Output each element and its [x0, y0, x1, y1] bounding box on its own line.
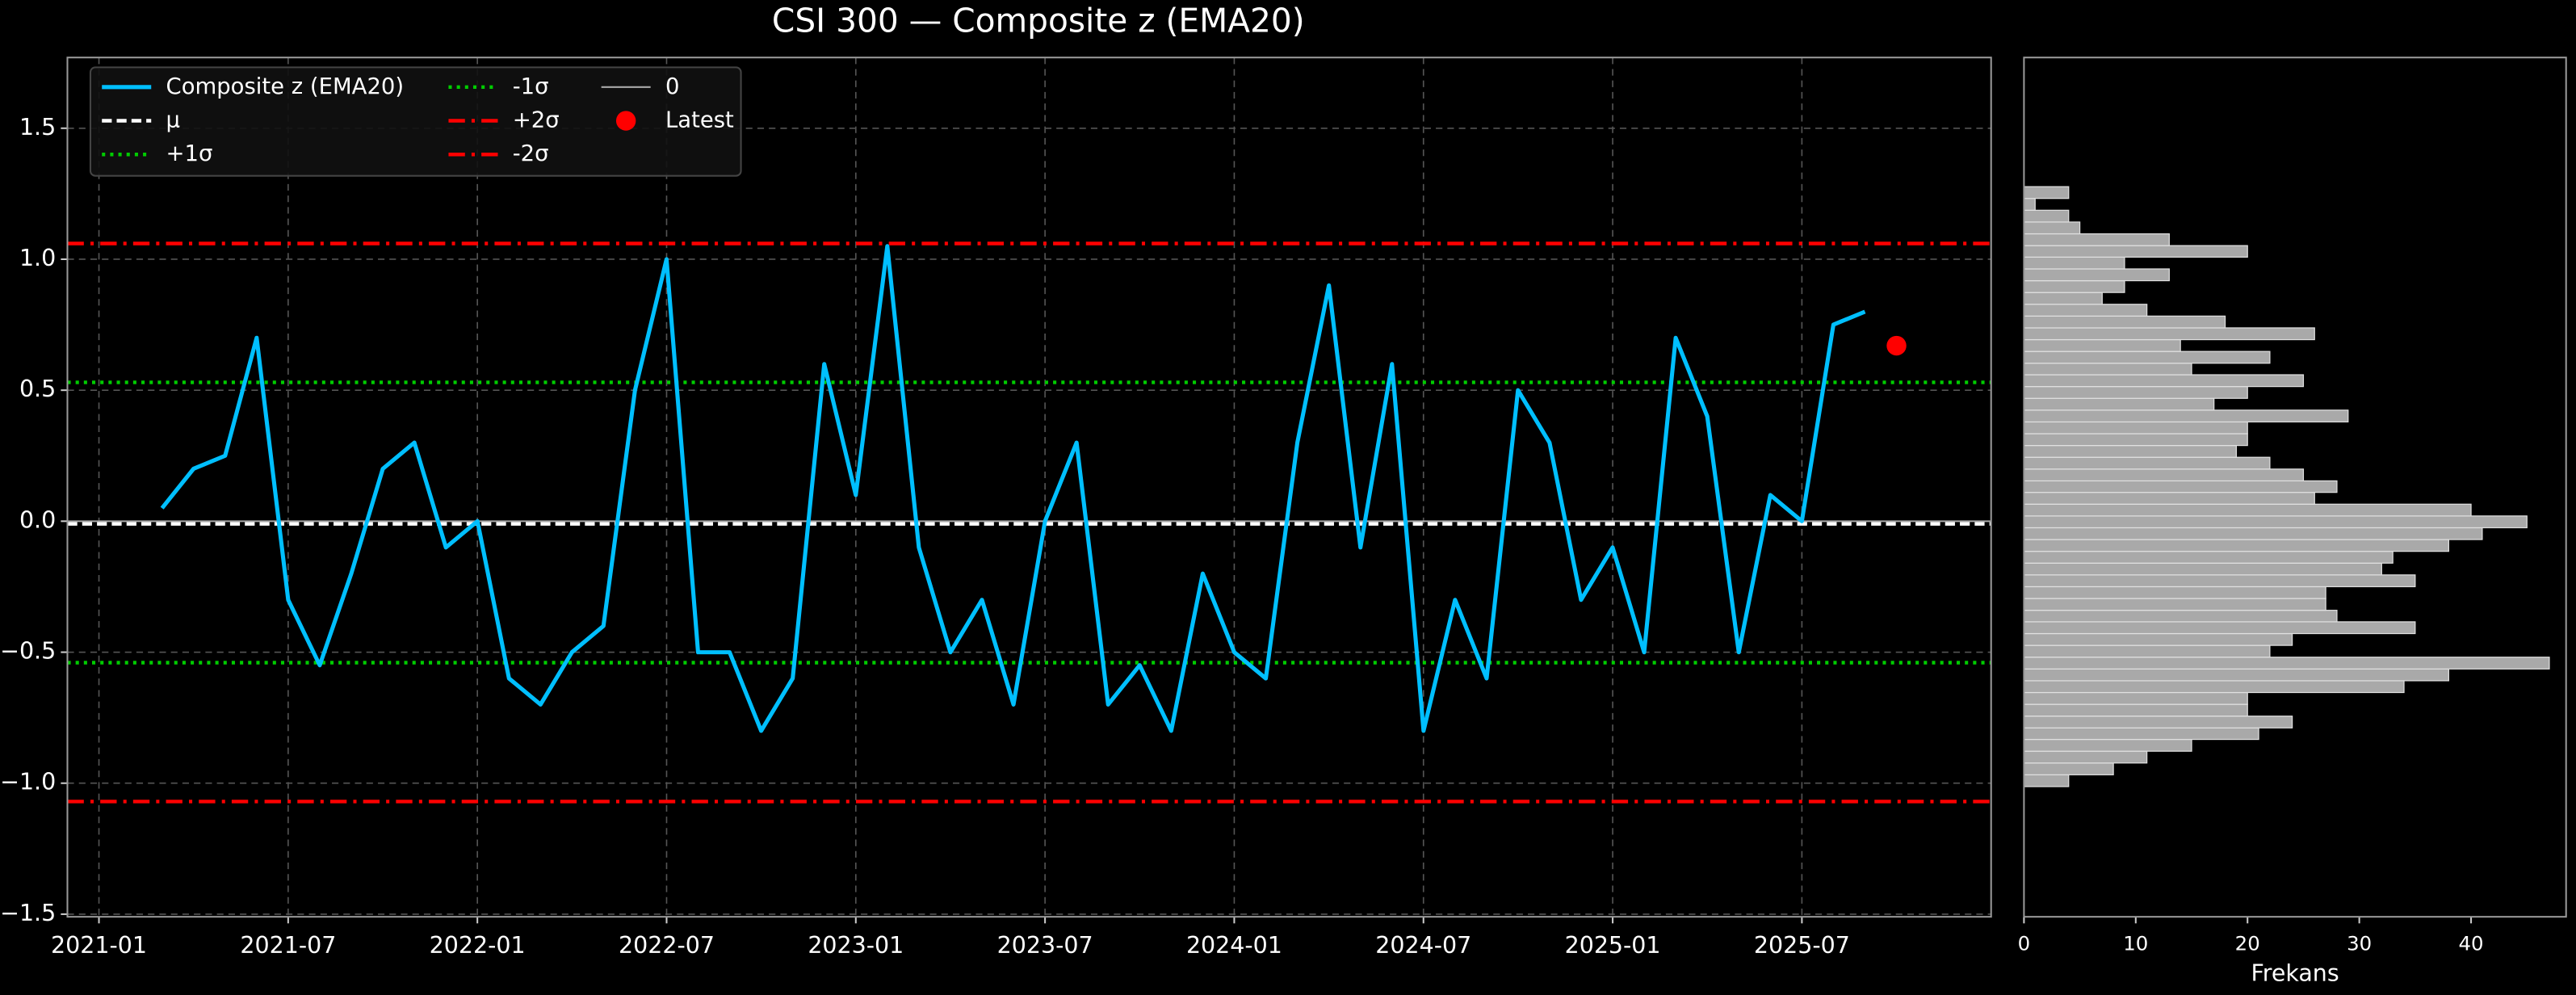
histogram-bar	[2023, 503, 2472, 517]
histogram-bar	[2023, 245, 2248, 258]
legend-label: +2σ	[513, 108, 560, 133]
histogram-bar	[2023, 492, 2315, 505]
histogram-bar	[2023, 221, 2081, 235]
x-tick-label: 10	[2123, 932, 2148, 955]
y-tick-label: −0.5	[0, 638, 56, 665]
histogram-bar	[2023, 456, 2271, 470]
histogram-bar	[2023, 444, 2237, 458]
histogram-bar	[2023, 574, 2416, 588]
x-tick-label: 30	[2347, 932, 2372, 955]
histogram-bar	[2023, 209, 2070, 223]
y-tick-label: 0.5	[19, 376, 56, 402]
histogram-bar	[2023, 668, 2449, 682]
histogram-bar	[2023, 586, 2326, 599]
histogram-bar	[2023, 621, 2416, 635]
histogram-bar	[2023, 409, 2349, 423]
legend-handle	[615, 111, 636, 131]
x-tick-label: 20	[2235, 932, 2260, 955]
y-tick-label: −1.0	[0, 769, 56, 796]
histogram-bar	[2023, 186, 2070, 199]
legend-label: Latest	[665, 108, 734, 133]
x-axis-label: Frekans	[2251, 959, 2339, 986]
x-tick-label: 2024-07	[1375, 932, 1471, 959]
legend-label: Composite z (EMA20)	[166, 74, 405, 99]
y-tick-label: 1.0	[19, 245, 56, 271]
histogram-bar	[2023, 750, 2148, 764]
histogram-bar	[2023, 774, 2070, 787]
histogram-bar	[2023, 515, 2528, 529]
histogram-bar	[2023, 374, 2305, 388]
latest-marker	[1886, 335, 1907, 356]
plot-frame	[2023, 57, 2567, 918]
histogram-bar	[2023, 539, 2449, 552]
histogram-bar	[2023, 268, 2170, 282]
histogram-bar	[2023, 738, 2192, 752]
histogram-bar	[2023, 292, 2103, 305]
histogram-bar	[2023, 762, 2114, 775]
histogram-bar	[2023, 680, 2405, 694]
histogram-bar	[2023, 716, 2293, 728]
legend-label: 0	[665, 74, 679, 99]
data-line	[160, 244, 1866, 733]
chart-title: CSI 300 — Composite z (EMA20)	[772, 1, 1305, 40]
histogram-bar	[2023, 632, 2293, 646]
histogram-bar	[2023, 397, 2215, 411]
legend-label: +1σ	[166, 141, 213, 166]
histogram-bar	[2023, 527, 2483, 540]
x-tick-label: 40	[2459, 932, 2484, 955]
histogram-bar	[2023, 421, 2248, 435]
histogram-bar	[2023, 480, 2338, 493]
x-tick-label: 0	[2018, 932, 2031, 955]
x-tick-label: 2025-07	[1754, 932, 1850, 959]
histogram-bar	[2023, 703, 2248, 717]
histogram-bar	[2023, 279, 2125, 293]
histogram-bar	[2023, 610, 2338, 623]
histogram-bar	[2023, 198, 2036, 211]
histogram-bar	[2023, 327, 2315, 341]
histogram-bar	[2023, 644, 2271, 658]
histogram-bar	[2023, 468, 2305, 482]
histogram-bar	[2023, 363, 2192, 376]
x-tick-label: 2022-01	[430, 932, 526, 959]
x-tick-label: 2024-01	[1186, 932, 1282, 959]
histogram-bar	[2023, 338, 2181, 352]
y-tick-label: 1.5	[19, 114, 56, 141]
histogram-bar	[2023, 727, 2259, 741]
histogram-bar	[2023, 433, 2248, 447]
y-tick-label: 0.0	[19, 506, 56, 533]
x-tick-label: 2021-01	[51, 932, 147, 959]
histogram-bar	[2023, 657, 2550, 670]
histogram-bar	[2023, 256, 2125, 270]
x-tick-label: 2023-01	[808, 932, 904, 959]
legend-box	[89, 66, 742, 177]
histogram-bar	[2023, 386, 2248, 399]
histogram-bar	[2023, 598, 2326, 611]
x-tick-label: 2021-07	[240, 932, 336, 959]
x-tick-label: 2025-01	[1565, 932, 1661, 959]
histogram-bar	[2023, 315, 2226, 329]
x-tick-label: 2022-07	[619, 932, 715, 959]
histogram-bar	[2023, 351, 2271, 364]
plot-frame	[66, 57, 1992, 918]
histogram-bar	[2023, 551, 2393, 564]
legend-label: μ	[166, 108, 180, 133]
legend-label: -1σ	[513, 74, 549, 99]
legend-label: -2σ	[513, 141, 549, 166]
histogram-bar	[2023, 233, 2170, 246]
histogram-bar	[2023, 304, 2148, 317]
histogram-bar	[2023, 691, 2248, 705]
x-tick-label: 2023-07	[997, 932, 1093, 959]
histogram-bar	[2023, 562, 2382, 576]
y-tick-label: −1.5	[0, 900, 56, 926]
